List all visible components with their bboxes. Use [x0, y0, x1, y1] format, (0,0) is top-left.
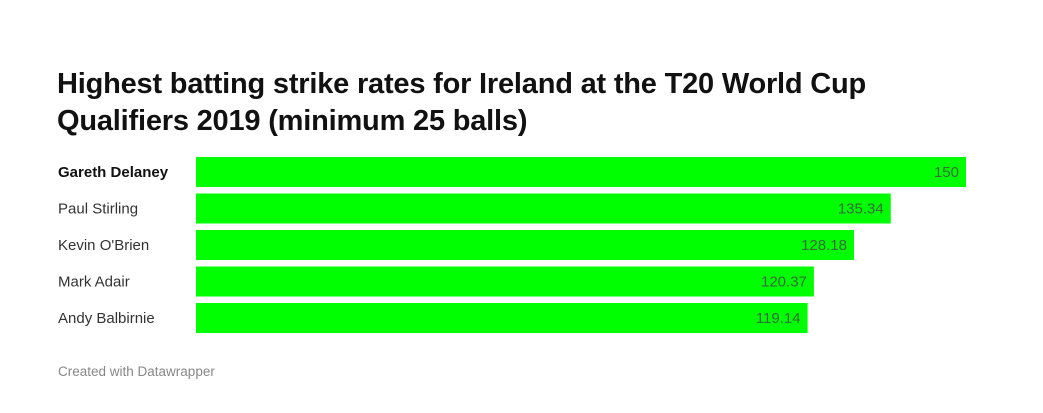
bar-label: Paul Stirling — [58, 201, 138, 218]
bar — [196, 266, 814, 297]
bar — [196, 193, 891, 224]
bar — [196, 157, 966, 187]
bar-label: Andy Balbirnie — [58, 310, 155, 327]
bar-value-label: 119.14 — [756, 310, 801, 327]
bar-label: Mark Adair — [58, 274, 130, 291]
bar-label: Kevin O'Brien — [58, 237, 149, 254]
bar-value-label: 128.18 — [801, 237, 847, 254]
bar-value-label: 150 — [934, 164, 959, 181]
bar-rows: Gareth Delaney 150 Paul Stirling 135.34 Kevi… — [58, 157, 966, 333]
bar-value-label: 135.34 — [838, 201, 884, 218]
chart-title: Highest batting strike rates for Ireland… — [57, 68, 867, 137]
bar — [196, 230, 854, 260]
bar — [196, 303, 808, 333]
bar-label: Gareth Delaney — [58, 164, 169, 181]
footer-credit: Created with Datawrapper — [58, 364, 215, 379]
bar-value-label: 120.37 — [761, 274, 807, 291]
